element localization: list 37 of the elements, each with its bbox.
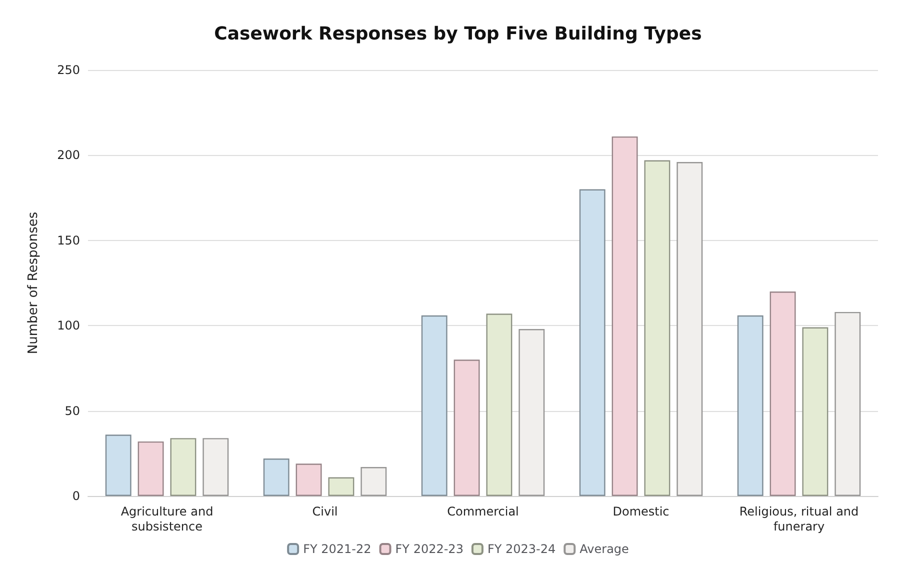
bar	[202, 438, 229, 496]
y-axis-title: Number of Responses	[26, 212, 41, 354]
y-tick-label: 200	[57, 148, 80, 162]
y-tick-label: 100	[57, 318, 80, 333]
bar	[454, 360, 480, 496]
bar	[263, 458, 290, 496]
y-tick-label: 50	[64, 404, 80, 418]
y-tick-label: 250	[57, 63, 80, 77]
bar	[105, 434, 132, 496]
bar	[737, 315, 764, 496]
x-tick-label: Agriculture and subsistence	[120, 504, 214, 534]
bar	[802, 327, 828, 496]
bar	[579, 189, 606, 496]
legend-label: FY 2023-24	[487, 542, 556, 556]
legend-label: Average	[580, 542, 629, 556]
bar	[644, 160, 670, 496]
bar	[328, 477, 354, 496]
bar	[296, 464, 322, 496]
chart-title: Casework Responses by Top Five Building Types	[214, 24, 702, 44]
bar	[360, 467, 387, 496]
x-tick-label: Commercial	[447, 504, 519, 518]
bar	[612, 136, 638, 496]
bar	[518, 329, 545, 496]
x-tick-label: Religious, ritual and funerary	[739, 504, 859, 534]
legend-label: FY 2022-23	[395, 542, 464, 556]
x-tick-label: Domestic	[612, 504, 670, 518]
bar	[421, 315, 448, 496]
bar	[138, 441, 164, 496]
y-tick-label: 0	[72, 489, 80, 503]
bar	[486, 314, 512, 496]
bar	[834, 312, 861, 496]
bar	[770, 292, 796, 496]
bar	[676, 162, 703, 496]
legend-label: FY 2021-22	[303, 542, 372, 556]
bar	[170, 438, 196, 496]
y-tick-label: 150	[57, 233, 80, 248]
x-tick-label: Civil	[312, 504, 338, 518]
